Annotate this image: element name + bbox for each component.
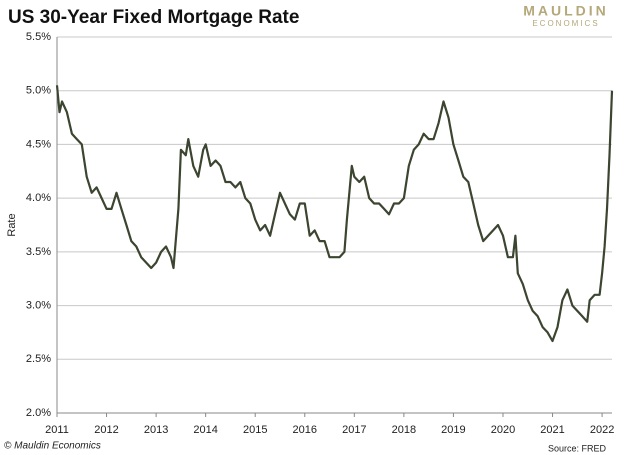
x-tick-label: 2014 — [193, 424, 217, 436]
brand-sub: ECONOMICS — [532, 19, 599, 28]
x-tick-label: 2019 — [441, 424, 465, 436]
y-tick-label: 3.0% — [26, 299, 51, 311]
x-tick-label: 2011 — [45, 424, 69, 436]
x-tick-label: 2013 — [144, 424, 168, 436]
chart-title: US 30-Year Fixed Mortgage Rate — [8, 7, 299, 28]
y-tick-label: 5.5% — [26, 31, 51, 43]
x-tick-label: 2022 — [590, 424, 614, 436]
x-tick-label: 2018 — [392, 424, 416, 436]
brand: MAULDIN — [523, 3, 609, 19]
y-axis-label: Rate — [6, 213, 18, 236]
y-tick-label: 4.5% — [26, 138, 51, 150]
x-tick-label: 2021 — [540, 424, 564, 436]
y-tick-label: 2.5% — [26, 353, 51, 365]
line-series — [55, 85, 614, 343]
x-tick-label: 2016 — [293, 424, 317, 436]
x-tick-label: 2020 — [491, 424, 515, 436]
y-tick-label: 3.5% — [26, 246, 51, 258]
x-tick-label: 2017 — [342, 424, 366, 436]
y-tick-label: 2.0% — [26, 407, 51, 419]
y-tick-label: 5.0% — [26, 85, 51, 97]
y-tick-label: 4.0% — [26, 192, 51, 204]
x-tick-label: 2015 — [243, 424, 267, 436]
x-tick-label: 2012 — [94, 424, 118, 436]
copyright: © Mauldin Economics — [4, 441, 101, 452]
source: Source: FRED — [548, 443, 607, 453]
